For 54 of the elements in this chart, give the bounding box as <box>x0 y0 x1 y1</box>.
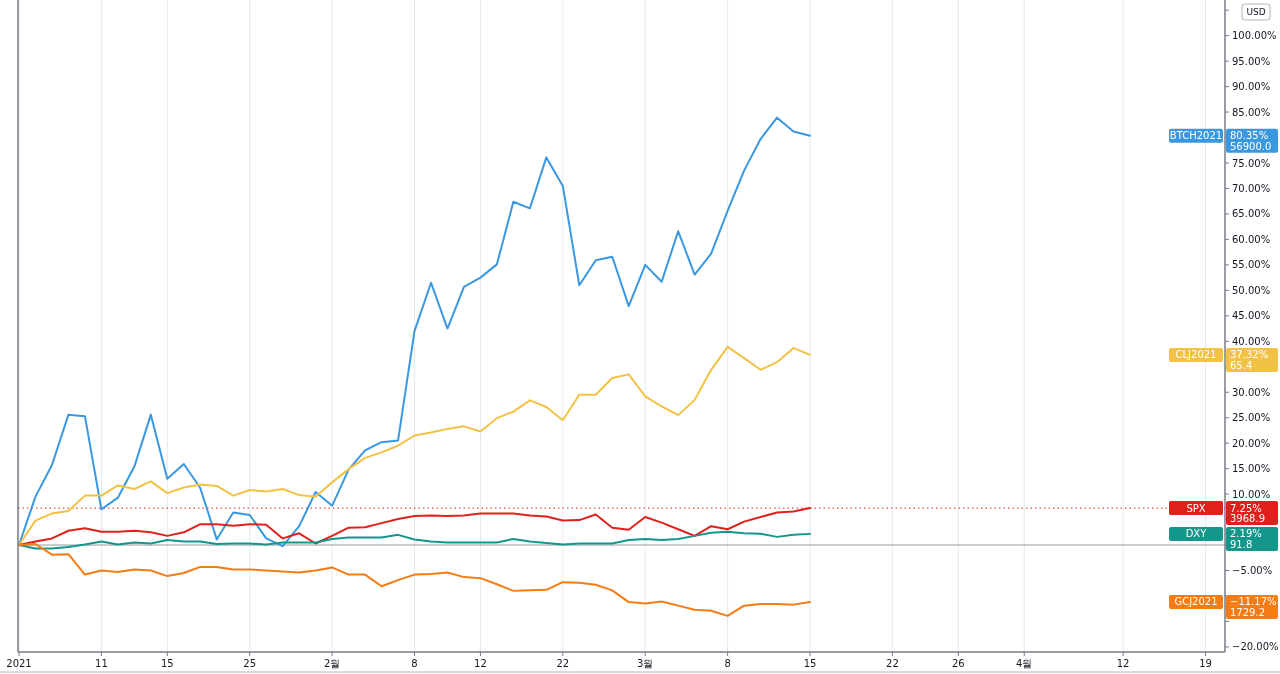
x-tick-label: 8 <box>724 658 731 669</box>
y-tick-label: 20.00% <box>1232 437 1271 449</box>
text: 56900.0 <box>1230 140 1272 152</box>
text: 65.4 <box>1230 359 1253 371</box>
x-tick-label: 26 <box>951 658 965 669</box>
x-tick-label: 19 <box>1199 658 1212 669</box>
x-tick-label: 15 <box>160 658 174 669</box>
text: DXY <box>1185 528 1208 540</box>
text: 2.19% <box>1230 528 1262 540</box>
y-tick-label: 25.00% <box>1232 412 1271 424</box>
text: USD <box>1246 7 1266 18</box>
text: 80.35% <box>1230 130 1269 142</box>
x-tick-label: 3월 <box>637 658 654 669</box>
x-tick-label: 22 <box>886 658 899 669</box>
y-tick-label: 95.00% <box>1232 55 1271 67</box>
text: 7.25% <box>1230 502 1262 514</box>
y-tick-label: 15.00% <box>1232 463 1271 475</box>
line-series <box>18 345 812 547</box>
y-tick-label: −20.00% <box>1232 641 1279 653</box>
text: 91.8 <box>1230 538 1253 550</box>
text: 1729.2 <box>1230 606 1265 618</box>
y-tick-label: 30.00% <box>1232 386 1271 398</box>
x-tick-label: 22 <box>556 658 570 669</box>
text: 37.32% <box>1230 349 1269 361</box>
y-tick-label: 90.00% <box>1232 81 1271 93</box>
y-tick-label: 60.00% <box>1232 233 1271 245</box>
x-tick-label: 12 <box>474 658 487 669</box>
x-tick-label: 2021 <box>6 658 32 669</box>
x-tick-label: 25 <box>243 658 257 669</box>
text: −11.17% <box>1230 596 1277 608</box>
y-tick-label: 40.00% <box>1232 335 1271 347</box>
x-tick-label: 11 <box>95 658 108 669</box>
y-tick-label: 50.00% <box>1232 284 1271 296</box>
text: SPX <box>1186 502 1206 514</box>
line-series <box>18 530 812 550</box>
y-tick-label: 65.00% <box>1232 208 1271 220</box>
y-tick-label: 70.00% <box>1232 182 1271 194</box>
y-tick-label: −5.00% <box>1232 565 1273 576</box>
x-tick-label: 4월 <box>1016 658 1033 669</box>
y-tick-label: 10.00% <box>1232 488 1271 500</box>
x-tick-label: 8 <box>411 658 418 669</box>
text: CLJ2021 <box>1175 349 1217 361</box>
y-tick-label: 45.00% <box>1232 310 1271 322</box>
x-tick-label: 2월 <box>323 658 341 669</box>
y-tick-label: 75.00% <box>1232 157 1271 169</box>
y-tick-label: 100.00% <box>1232 30 1277 42</box>
line-series <box>18 116 812 548</box>
text: GCJ2021 <box>1174 596 1218 608</box>
text: 3968.9 <box>1230 513 1265 525</box>
x-tick-label: 12 <box>1116 658 1130 669</box>
y-tick-label: 55.00% <box>1232 259 1271 271</box>
x-tick-label: 15 <box>803 658 817 669</box>
line-series <box>18 543 812 617</box>
y-tick-label: 85.00% <box>1232 106 1271 118</box>
